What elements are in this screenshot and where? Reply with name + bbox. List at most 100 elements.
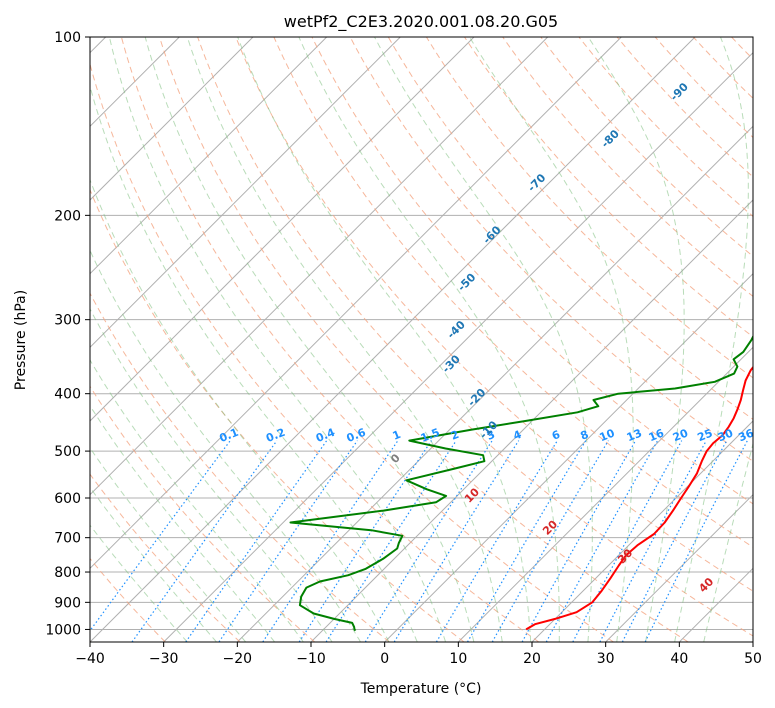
mixing-ratio-line	[185, 440, 328, 642]
y-tick-label: 600	[54, 491, 81, 507]
mixing-ratio-label: 20	[671, 426, 690, 444]
y-tick-label: 700	[54, 531, 81, 547]
dry-adiabat-line	[235, 37, 753, 592]
x-tick-label: −10	[296, 651, 326, 667]
x-axis: −40 −30 −20 −10 0 10 20 30 40 50	[75, 642, 762, 667]
mixing-ratio-line	[393, 440, 520, 642]
isotherm-line	[90, 37, 475, 422]
y-tick-label: 300	[54, 313, 81, 329]
isotherm-line	[310, 199, 753, 642]
dry-adiabat-line	[90, 385, 316, 642]
dry-adiabat-layer	[90, 37, 775, 642]
moist-adiabat-line	[90, 486, 217, 642]
moist-adiabat-line	[90, 404, 275, 642]
mixing-ratio-label: 0.1	[217, 426, 240, 445]
isotherm-line	[752, 641, 753, 642]
dry-adiabat-line	[578, 37, 753, 218]
mixing-ratio-label: 1.5	[419, 426, 442, 445]
mixing-ratio-label: 2	[449, 428, 461, 443]
mixing-ratio-label: 16	[647, 426, 666, 444]
y-tick-label: 200	[54, 208, 81, 224]
moist-adiabat-label: 40	[696, 575, 716, 595]
dry-adiabat-line	[770, 37, 775, 642]
y-tick-label: 400	[54, 387, 81, 403]
dry-adiabat-label: -10	[477, 418, 500, 441]
dry-adiabat-line	[90, 473, 241, 642]
y-tick-label: 500	[54, 444, 81, 460]
dry-adiabat-label: -100	[767, 20, 775, 49]
moist-adiabat-line	[674, 37, 749, 642]
dry-adiabat-line	[159, 37, 689, 642]
moist-adiabat-label: 20	[540, 517, 560, 537]
isotherm-line	[90, 37, 549, 496]
isotherm-line	[90, 37, 401, 349]
dry-adiabat-label: -90	[668, 80, 691, 103]
mixing-ratio-label: 6	[550, 428, 562, 443]
mixing-ratio-label: 0.6	[345, 426, 368, 445]
moist-adiabat-line	[90, 358, 304, 642]
mixing-ratio-label: 0.4	[314, 426, 337, 445]
x-tick-label: 40	[670, 651, 688, 667]
y-tick-label: 800	[54, 565, 81, 581]
mixing-ratio-line	[572, 440, 683, 642]
dry-adiabat-line	[90, 62, 540, 642]
mixing-ratio-label: 1	[391, 428, 403, 443]
dry-adiabat-label: -30	[440, 352, 463, 375]
mixing-ratio-line	[298, 440, 432, 642]
dry-adiabat-line	[349, 37, 753, 462]
plot-area: 0.1 0.2 0.4 0.6 1 1.5 2 3 4 6 8 10 13 16 20 25 30 36-100-…	[90, 20, 775, 642]
moist-adiabat-layer	[90, 37, 753, 642]
mixing-ratio-line	[131, 440, 278, 642]
mixing-ratio-label: 36	[737, 426, 756, 444]
x-axis-label: Temperature (°C)	[360, 681, 482, 697]
mixing-ratio-label: 8	[578, 428, 590, 443]
x-tick-label: −20	[223, 651, 253, 667]
dry-adiabat-line	[464, 37, 753, 338]
dry-adiabat-line	[273, 37, 753, 548]
mixing-ratio-line	[218, 440, 358, 642]
dry-adiabat-line	[654, 37, 753, 139]
mixing-ratio-line	[364, 440, 493, 642]
temperature-line	[525, 365, 753, 631]
dry-adiabat-line	[616, 37, 753, 178]
mixing-ratio-line	[262, 440, 399, 642]
mixing-ratio-label: 4	[511, 428, 523, 443]
chart-title: wetPf2_C2E3.2020.001.08.20.G05	[284, 12, 558, 32]
x-tick-label: −40	[75, 651, 105, 667]
series-layer	[289, 334, 753, 632]
moist-adiabat-line	[374, 37, 593, 642]
x-tick-label: −30	[149, 651, 179, 667]
dry-adiabat-label: -20	[465, 386, 488, 409]
y-tick-label: 900	[54, 595, 81, 611]
mixing-ratio-line	[325, 440, 457, 642]
isotherm-line	[384, 272, 753, 642]
dry-adiabat-line	[90, 292, 390, 642]
line-label-layer: 0.1 0.2 0.4 0.6 1 1.5 2 3 4 6 8 10 13 16 20 25 30 36-100-…	[217, 20, 775, 595]
mixing-ratio-line	[435, 440, 558, 642]
moist-adiabat-line	[90, 308, 333, 642]
dry-adiabat-line	[540, 37, 753, 257]
dry-adiabat-line	[387, 37, 753, 420]
isotherm-line	[90, 37, 328, 275]
dry-adiabat-label: -60	[480, 223, 503, 246]
dry-adiabat-line	[197, 37, 753, 637]
mixing-ratio-line	[90, 440, 231, 632]
dry-adiabat-line	[120, 37, 614, 642]
y-axis: 100 200 300 400 500 600 700 800 900 1000	[45, 30, 90, 638]
y-axis-label: Pressure (hPa)	[13, 290, 29, 390]
dry-adiabat-line	[90, 188, 465, 642]
isotherm-line	[90, 37, 254, 201]
dry-adiabat-label: -50	[455, 270, 478, 293]
mixing-ratio-line	[599, 440, 707, 642]
x-tick-label: 20	[523, 651, 541, 667]
isotherm-line	[90, 37, 622, 570]
mixing-ratio-label: 10	[598, 426, 617, 444]
dewpoint-line	[289, 334, 753, 632]
isotherm-line	[605, 493, 753, 642]
moist-adiabat-line	[108, 37, 446, 642]
mixing-ratio-label: 3	[485, 428, 497, 443]
moist-adiabat-line	[144, 37, 475, 642]
moist-adiabat-line	[90, 249, 362, 642]
isotherm-line	[163, 51, 753, 642]
